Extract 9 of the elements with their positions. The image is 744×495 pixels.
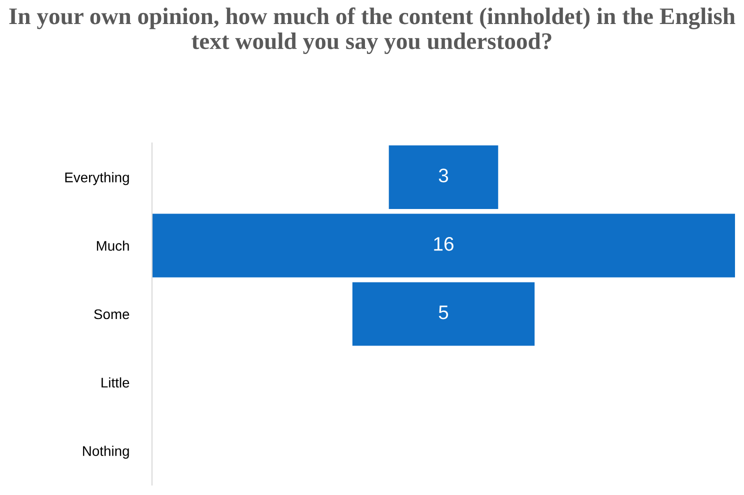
category-label: Much — [96, 240, 129, 251]
data-label: 16 — [434, 237, 454, 251]
category-label: Everything — [65, 172, 129, 186]
data-label: 5 — [438, 306, 448, 320]
data-label: 3 — [438, 168, 448, 182]
category-label: Nothing — [83, 446, 129, 459]
category-label: Little — [102, 377, 130, 388]
text: In your own opinion, how much of the content (innholdet) in the English text would you say you understood? — [9, 7, 736, 54]
category-label: Some — [94, 309, 130, 320]
